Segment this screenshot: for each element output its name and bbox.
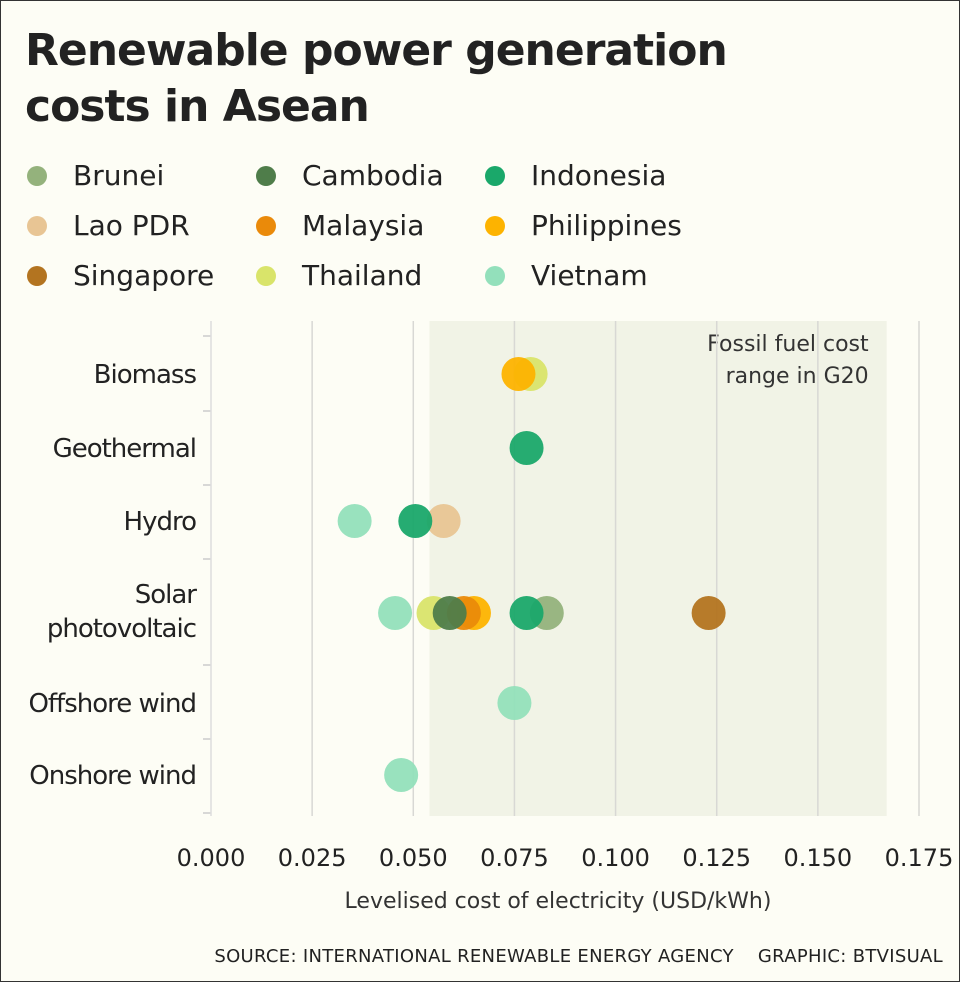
data-point-lao-pdr: [426, 504, 461, 538]
legend-label: Singapore: [73, 259, 215, 292]
source-credit: SOURCE: INTERNATIONAL RENEWABLE ENERGY A…: [214, 946, 943, 967]
legend-swatch: [27, 215, 47, 236]
data-point-singapore: [691, 596, 726, 630]
legend-swatch: [256, 265, 276, 286]
legend-label: Cambodia: [302, 159, 444, 192]
x-tick-label: 0.075: [480, 844, 549, 872]
legend-item: Philippines: [485, 209, 682, 242]
x-axis-label: Levelised cost of electricity (USD/kWh): [345, 889, 772, 914]
data-point-vietnam: [378, 596, 413, 630]
legend-swatch: [256, 215, 276, 236]
data-point-indonesia: [509, 596, 544, 630]
category-label: Biomass: [94, 360, 197, 390]
legend-item: Indonesia: [485, 159, 666, 192]
x-tick-label: 0.000: [177, 844, 246, 872]
legend-label: Philippines: [531, 209, 682, 242]
data-point-indonesia: [509, 431, 544, 465]
x-tick-label: 0.100: [581, 844, 650, 872]
x-tick-label: 0.025: [278, 844, 347, 872]
legend-swatch: [256, 165, 276, 186]
category-label: photovoltaic: [47, 614, 196, 644]
category-label: Geothermal: [53, 434, 196, 464]
legend-item: Vietnam: [485, 259, 648, 292]
legend-label: Vietnam: [531, 259, 648, 292]
legend-swatch: [485, 165, 505, 186]
legend-item: Malaysia: [256, 209, 424, 242]
legend-swatch: [485, 265, 505, 286]
fossil-range-label: Fossil fuel cost: [707, 332, 869, 357]
fossil-range-label: range in G20: [726, 364, 869, 389]
category-label: Solar: [135, 580, 198, 610]
x-tick-label: 0.125: [682, 844, 751, 872]
legend-swatch: [27, 165, 47, 186]
legend-label: Malaysia: [302, 209, 425, 242]
legend-label: Lao PDR: [73, 209, 190, 242]
category-label: Hydro: [124, 507, 197, 537]
legend-label: Brunei: [73, 159, 165, 192]
legend-swatch: [485, 215, 505, 236]
legend-label: Indonesia: [531, 159, 667, 192]
legend-swatch: [27, 265, 47, 286]
data-point-indonesia: [398, 504, 433, 538]
x-tick-label: 0.175: [885, 844, 954, 872]
legend-item: Singapore: [27, 259, 214, 292]
legend-item: Cambodia: [256, 159, 444, 192]
chart-title: Renewable power generation costs in Asea…: [25, 25, 728, 132]
data-point-vietnam: [337, 504, 372, 538]
data-point-vietnam: [497, 686, 532, 720]
x-tick-label: 0.050: [379, 844, 448, 872]
legend-item: Lao PDR: [27, 209, 190, 242]
legend-label: Thailand: [302, 259, 423, 292]
fossil-fuel-range: [429, 321, 887, 816]
legend-item: Brunei: [27, 159, 164, 192]
legend-item: Thailand: [256, 259, 422, 292]
x-tick-label: 0.150: [783, 844, 852, 872]
data-point-vietnam: [384, 758, 419, 792]
data-point-cambodia: [432, 596, 467, 630]
category-label: Offshore wind: [28, 689, 196, 719]
data-point-philippines: [501, 357, 536, 391]
category-label: Onshore wind: [29, 761, 196, 791]
